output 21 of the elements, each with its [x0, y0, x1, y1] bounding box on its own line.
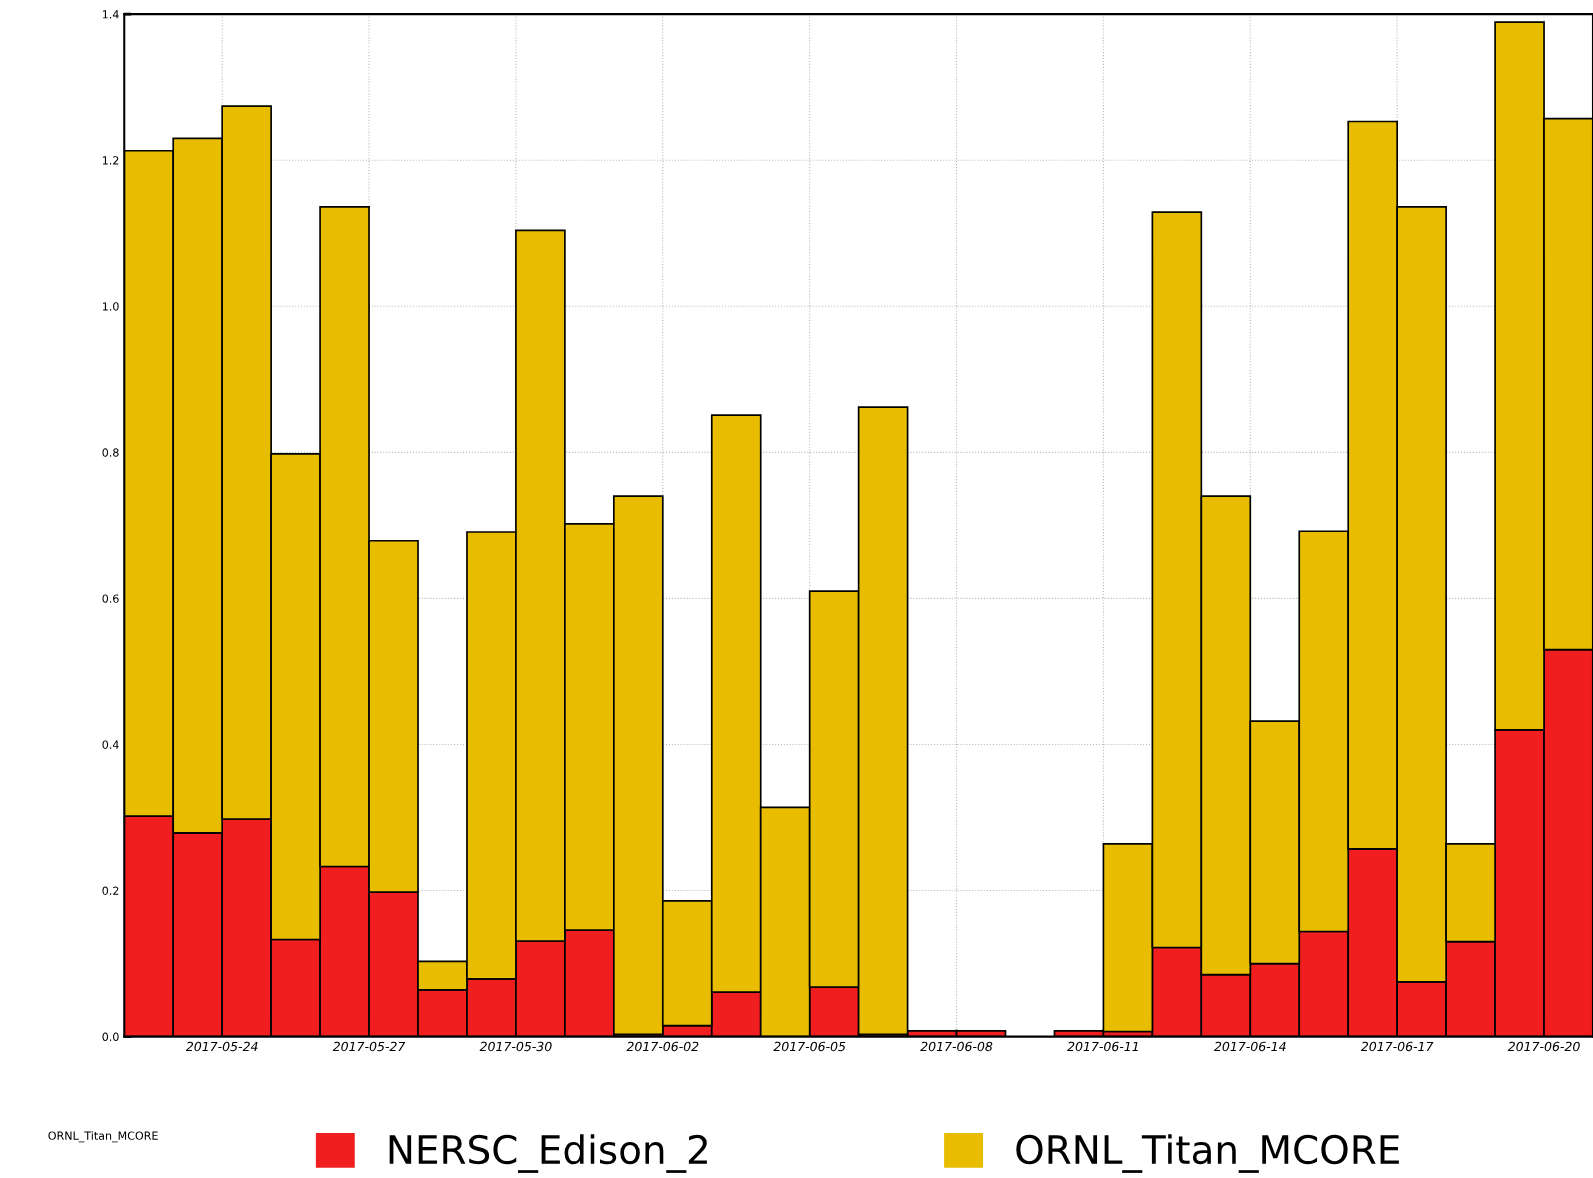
y-tick-label: 0.6 — [102, 594, 119, 603]
x-tick-label: 2017-05-30 — [479, 1041, 552, 1052]
y-tick-label: 1.4 — [102, 10, 119, 19]
text: ORNL_Titan_MCORE — [48, 1131, 158, 1143]
y-tick-label: 0.0 — [102, 1032, 119, 1042]
y-tick-label: 0.4 — [102, 740, 119, 749]
x-tick-label: 2017-06-14 — [1214, 1041, 1286, 1052]
y-tick-label: 1.2 — [102, 156, 119, 165]
x-tick-label: 2017-06-05 — [773, 1041, 846, 1052]
y-tick-label: 1.0 — [102, 302, 119, 311]
x-tick-label: 2017-06-17 — [1360, 1041, 1434, 1052]
x-tick-label: 2017-05-27 — [332, 1041, 406, 1052]
x-tick-label: 2017-05-24 — [185, 1041, 258, 1052]
y-tick-label: 0.8 — [102, 448, 119, 457]
x-tick-label: 2017-06-08 — [920, 1041, 993, 1052]
x-tick-label: 2017-06-11 — [1067, 1041, 1138, 1052]
y-tick-label: 0.2 — [102, 886, 119, 895]
x-tick-label: 2017-06-20 — [1507, 1041, 1580, 1052]
legend-label: ORNL_Titan_MCORE — [1016, 1134, 1399, 1173]
x-tick-label: 2017-06-02 — [626, 1041, 699, 1052]
legend-label: NERSC_Edison_2 — [389, 1134, 707, 1173]
